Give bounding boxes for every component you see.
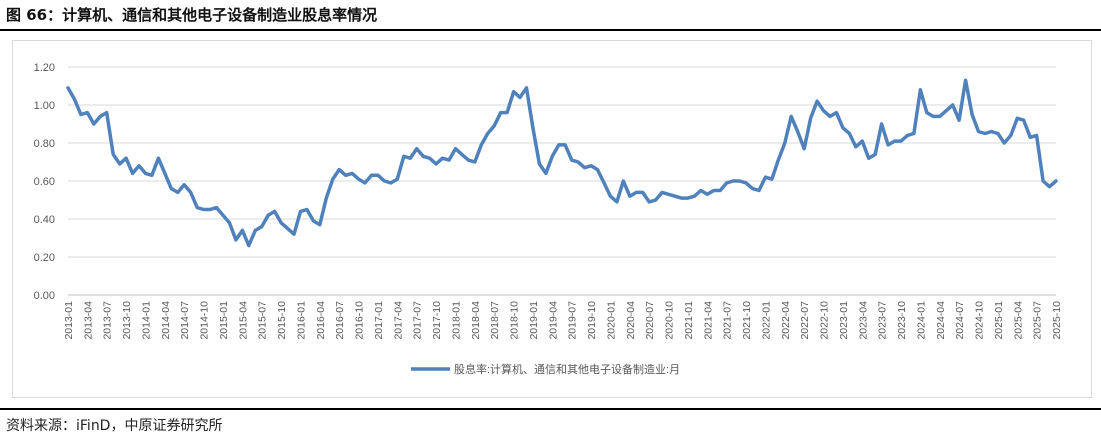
x-tick-label: 2018-07	[489, 301, 501, 340]
x-tick-label: 2015-01	[218, 301, 230, 340]
x-tick-label: 2025-07	[1032, 301, 1044, 340]
line-chart: 0.000.200.400.600.801.001.20 2013-01 2013…	[34, 62, 1063, 376]
series-line	[66, 78, 1058, 248]
x-tick-label: 2018-04	[470, 301, 482, 340]
x-tick-label: 2015-07	[257, 301, 269, 340]
x-tick-label: 2024-10	[974, 301, 986, 340]
x-tick-label: 2014-10	[199, 301, 211, 340]
x-tick-label: 2020-01	[605, 301, 617, 340]
x-tick-label: 2023-01	[838, 301, 850, 340]
y-tick-label: 0.60	[34, 176, 55, 188]
x-tick-label: 2019-10	[586, 301, 598, 340]
figure-title: 图 66：计算机、通信和其他电子设备制造业股息率情况	[6, 6, 378, 24]
x-tick-label: 2014-01	[140, 301, 152, 340]
x-tick-label: 2014-07	[179, 301, 191, 340]
x-tick-label: 2021-10	[741, 301, 753, 340]
x-tick-label: 2015-10	[276, 301, 288, 340]
y-tick-label: 0.80	[34, 138, 55, 150]
x-tick-label: 2020-04	[625, 301, 637, 340]
x-tick-label: 2025-04	[1012, 301, 1024, 340]
x-tick-label: 2013-10	[121, 301, 133, 340]
y-axis-ticks: 0.00 0.20 0.40 0.60 0.80 1.00 1.20	[34, 62, 55, 302]
y-tick-label: 0.40	[34, 214, 55, 226]
x-tick-label: 2016-10	[354, 301, 366, 340]
x-tick-label: 2014-04	[160, 301, 172, 340]
x-tick-label: 2017-04	[392, 301, 404, 340]
y-tick-label: 1.00	[34, 100, 55, 112]
x-tick-label: 2015-04	[237, 301, 249, 340]
x-tick-label: 2025-01	[993, 301, 1005, 340]
bottom-rule	[0, 408, 1101, 410]
series-lines	[66, 78, 1058, 248]
x-tick-label: 2020-10	[664, 301, 676, 340]
x-tick-label: 2024-07	[954, 301, 966, 340]
y-tick-label: 1.20	[34, 62, 55, 74]
x-tick-label: 2019-04	[547, 301, 559, 340]
x-tick-label: 2013-07	[102, 301, 114, 340]
x-tick-label: 2021-01	[683, 301, 695, 340]
y-tick-label: 0.00	[34, 290, 55, 302]
x-tick-label: 2016-01	[295, 301, 307, 340]
x-tick-label: 2016-04	[315, 301, 327, 340]
top-rule	[0, 29, 1101, 31]
gridlines	[68, 66, 1056, 258]
x-tick-label: 2022-10	[819, 301, 831, 340]
x-tick-label: 2022-04	[780, 301, 792, 340]
x-tick-label: 2020-07	[644, 301, 656, 340]
x-tick-label: 2024-04	[935, 301, 947, 340]
x-tick-label: 2023-04	[857, 301, 869, 340]
x-tick-label: 2024-01	[915, 301, 927, 340]
x-tick-label: 2017-07	[412, 301, 424, 340]
x-tick-label: 2017-10	[431, 301, 443, 340]
x-tick-label: 2013-01	[63, 301, 75, 340]
x-tick-label: 2023-10	[896, 301, 908, 340]
x-tick-label: 2021-04	[702, 301, 714, 340]
legend-label: 股息率:计算机、通信和其他电子设备制造业:月	[454, 362, 680, 376]
source-note: 资料来源：iFinD，中原证券研究所	[6, 418, 223, 434]
chart-frame: 0.00 0.20 0.40 0.60 0.80 1.00 1.20 2013-01 2013…	[12, 40, 1092, 398]
x-tick-label: 2023-07	[877, 301, 889, 340]
x-tick-label: 2016-07	[334, 301, 346, 340]
x-tick-label: 2022-01	[760, 301, 772, 340]
x-tick-label: 2025-10	[1051, 301, 1063, 340]
x-tick-label: 2018-01	[450, 301, 462, 340]
x-tick-label: 2017-01	[373, 301, 385, 340]
x-tick-label: 2019-07	[567, 301, 579, 340]
x-tick-label: 2013-04	[82, 301, 94, 340]
x-tick-label: 2021-07	[722, 301, 734, 340]
y-tick-label: 0.20	[34, 252, 55, 264]
x-tick-label: 2018-10	[509, 301, 521, 340]
x-tick-label: 2019-01	[528, 301, 540, 340]
x-axis-ticks: 2013-01 2013-04 2013-07 2013-10 2014-01 2014-…	[63, 301, 1063, 340]
legend: 股息率:计算机、通信和其他电子设备制造业:月	[411, 362, 680, 376]
x-tick-label: 2022-07	[799, 301, 811, 340]
